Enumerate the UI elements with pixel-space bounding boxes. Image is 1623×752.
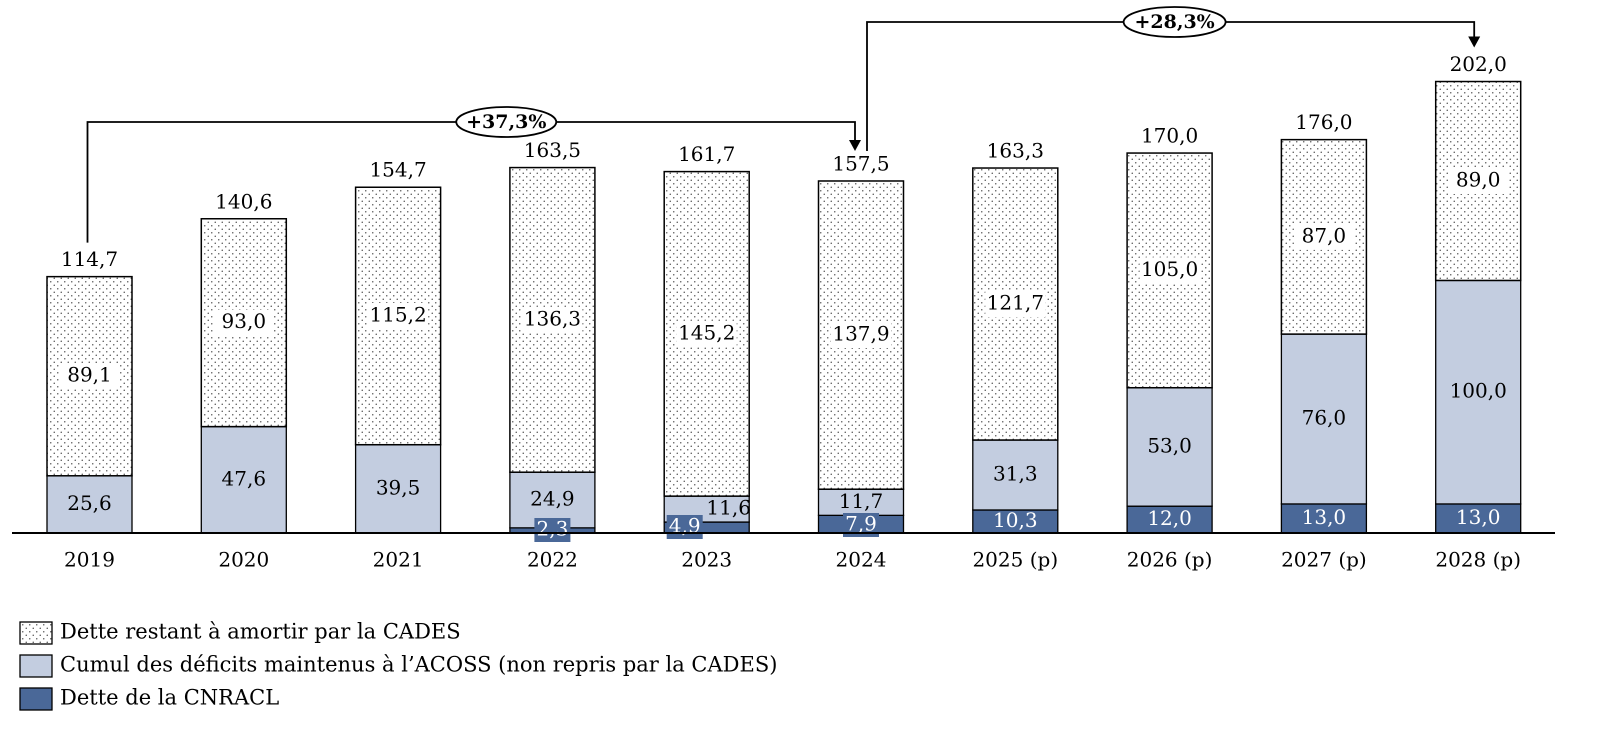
value-label-acoss-5: 11,7 [839, 489, 884, 513]
x-tick-label-6: 2025 (p) [972, 548, 1058, 572]
annotation-bubble-1 [455, 106, 558, 138]
value-label-cades-5: 137,9 [832, 322, 889, 346]
bar-acoss-8 [1280, 333, 1368, 505]
bar-acoss-5 [817, 488, 905, 516]
value-label-acoss-0: 25,6 [67, 491, 112, 515]
x-tick-label-8: 2027 (p) [1281, 548, 1367, 572]
legend-label-cnracl: Dette de la CNRACL [60, 686, 279, 710]
total-label-2: 154,7 [369, 158, 426, 182]
x-tick-label-2: 2021 [373, 548, 424, 572]
label-bg-cnracl-4 [666, 515, 703, 539]
annotation-label-2: +28,3% [1134, 11, 1214, 33]
label-bg-cades-0 [59, 363, 120, 390]
annotation-arrow-1 [849, 139, 861, 151]
label-bg-cades-3 [522, 306, 583, 333]
value-label-cnracl-6: 10,3 [993, 508, 1038, 532]
label-bg-cades-7 [1139, 257, 1200, 284]
value-label-acoss-3: 24,9 [530, 487, 575, 511]
value-label-cades-0: 89,1 [67, 363, 112, 387]
value-label-cades-6: 121,7 [987, 291, 1044, 315]
legend-swatch-cnracl [19, 687, 53, 711]
value-label-cades-2: 115,2 [369, 302, 426, 326]
x-tick-label-9: 2028 (p) [1435, 548, 1521, 572]
annotation-label-1: +37,3% [466, 111, 546, 133]
growth-annotations: +37,3% +28,3% [86, 6, 1481, 243]
legend: Dette restant à amortir par la CADES Cumu… [19, 620, 777, 711]
bar-acoss-7 [1126, 387, 1213, 507]
value-label-cnracl-7: 12,0 [1147, 506, 1192, 530]
total-label-9: 202,0 [1450, 52, 1507, 76]
bars: 89,1 25,6 114,7 93,0 47,6 140,6 115,2 39,5 154,7… [46, 52, 1522, 542]
bar-acoss-9 [1435, 279, 1522, 505]
x-tick-label-7: 2026 (p) [1127, 548, 1213, 572]
bar-acoss-6 [972, 439, 1059, 511]
total-label-8: 176,0 [1295, 110, 1352, 134]
value-label-cades-3: 136,3 [524, 306, 581, 330]
bar-acoss-1 [200, 425, 287, 534]
x-axis: 2019 2020 2021 2022 2023 2024 2025 (p) 2026 (p)… [12, 532, 1555, 572]
legend-swatch-acoss [19, 654, 53, 678]
label-bg-cades-8 [1293, 223, 1354, 250]
value-label-cades-9: 89,0 [1456, 167, 1501, 191]
x-tick-label-4: 2023 [681, 548, 732, 572]
value-label-cnracl-5: 7,9 [845, 512, 877, 536]
value-label-cades-4: 145,2 [678, 320, 735, 344]
x-tick-label-3: 2022 [527, 548, 578, 572]
legend-label-cades: Dette restant à amortir par la CADES [60, 620, 461, 644]
x-tick-label-1: 2020 [218, 548, 269, 572]
total-label-4: 161,7 [678, 142, 735, 166]
value-label-acoss-9: 100,0 [1450, 379, 1507, 403]
value-label-acoss-1: 47,6 [222, 466, 267, 490]
value-label-acoss-7: 53,0 [1147, 433, 1192, 457]
label-bg-cades-4 [676, 320, 737, 347]
x-tick-label-0: 2019 [64, 548, 115, 572]
value-label-cnracl-8: 13,0 [1302, 505, 1347, 529]
bar-cnracl-7 [1126, 505, 1213, 534]
total-label-7: 170,0 [1141, 124, 1198, 148]
value-label-cades-1: 93,0 [222, 309, 267, 333]
value-label-cades-7: 105,0 [1141, 257, 1198, 281]
label-bg-cnracl-3 [534, 518, 571, 542]
value-label-acoss-4: 11,6 [706, 496, 751, 520]
value-label-acoss-8: 76,0 [1302, 406, 1347, 430]
x-tick-label-5: 2024 [836, 548, 887, 572]
legend-label-acoss: Cumul des déficits maintenus à l’ACOSS (… [60, 653, 777, 677]
total-label-5: 157,5 [832, 151, 889, 175]
value-label-acoss-6: 31,3 [993, 462, 1038, 486]
value-label-cnracl-3: 2,3 [536, 517, 568, 541]
total-label-3: 163,5 [524, 138, 581, 162]
total-label-1: 140,6 [215, 189, 272, 213]
total-label-0: 114,7 [61, 247, 118, 271]
bar-acoss-0 [46, 475, 133, 534]
annotation-arrow-2 [1468, 36, 1481, 48]
value-label-cnracl-9: 13,0 [1456, 505, 1501, 529]
bar-cnracl-9 [1435, 503, 1522, 534]
label-bg-cades-9 [1448, 167, 1509, 194]
label-bg-cades-6 [985, 291, 1046, 318]
bar-acoss-2 [354, 444, 442, 534]
total-label-6: 163,3 [987, 139, 1044, 163]
label-bg-cades-1 [213, 309, 274, 336]
value-label-cades-8: 87,0 [1302, 223, 1347, 247]
label-bg-cades-2 [368, 302, 429, 329]
value-label-acoss-2: 39,5 [376, 475, 421, 499]
legend-swatch-cades [19, 621, 53, 645]
label-bg-cades-5 [831, 322, 891, 349]
annotation-bubble-2 [1122, 6, 1227, 38]
